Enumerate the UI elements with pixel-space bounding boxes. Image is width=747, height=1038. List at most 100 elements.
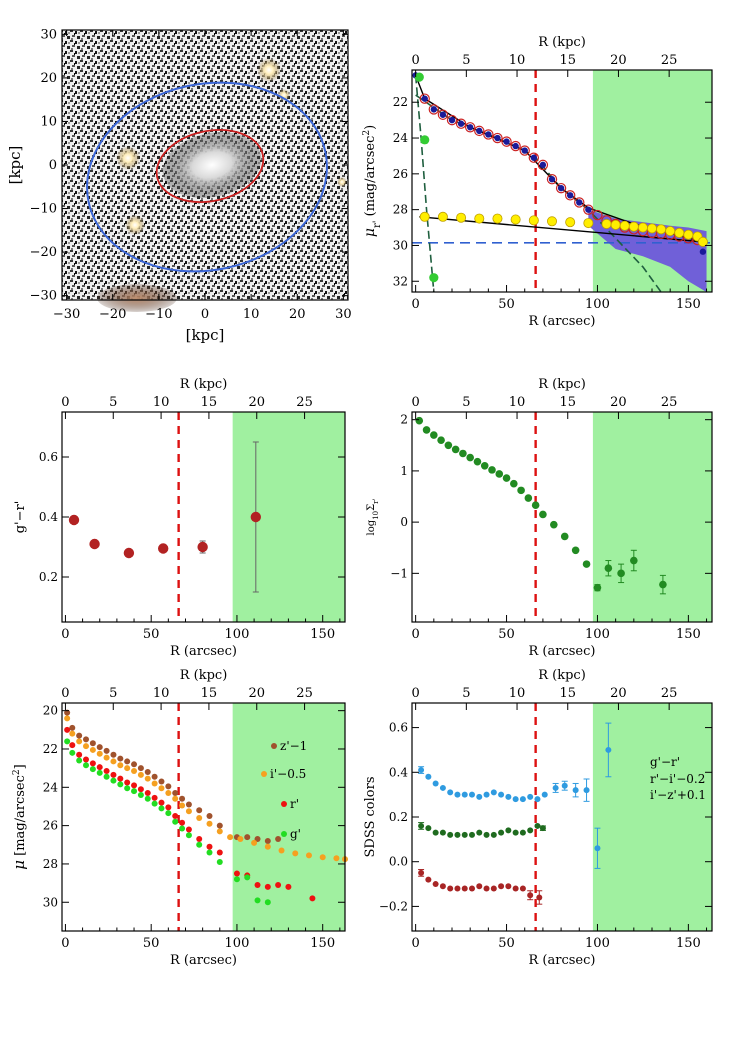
- data-point-z'−1: [206, 813, 213, 820]
- y-tick-label: 20: [43, 704, 58, 718]
- top-tick-label: 20: [610, 395, 627, 410]
- y-tick-label: 0.2: [39, 570, 58, 584]
- data-point-r': [69, 742, 76, 749]
- data-point-log-sigma: [617, 569, 625, 578]
- data-point-g'−r': [418, 767, 425, 774]
- data-point-i'−0.5: [117, 762, 124, 769]
- x-tick-label: 150: [310, 936, 335, 951]
- data-point-r'−i'−0.2: [539, 825, 546, 832]
- data-point-r'−i'−0.2: [512, 829, 519, 836]
- y-tick-label: 2: [400, 413, 408, 427]
- data-point-i'−0.5: [76, 738, 83, 745]
- top-tick-label: 25: [661, 395, 678, 410]
- ylabel-sub: r': [372, 221, 383, 229]
- top-tick-label: 15: [201, 686, 218, 701]
- data-point-log-sigma: [510, 479, 518, 488]
- top-tick-label: 20: [248, 395, 265, 410]
- y-axis-label: SDSS colors: [363, 776, 378, 857]
- data-point-r': [179, 819, 186, 826]
- data-point-log-sigma: [437, 436, 445, 444]
- legend-label-1: r'−i'−0.2: [650, 772, 705, 786]
- y-tick-label: 0.4: [39, 510, 58, 524]
- y-tick-label: 0: [400, 515, 408, 529]
- data-point-g': [131, 788, 138, 795]
- data-point-g'−r': [561, 782, 568, 789]
- legend-label-2: i'−z'+0.1: [650, 788, 706, 802]
- data-point-i'−z'+0.1: [483, 885, 490, 892]
- data-point-g'−r': [461, 791, 468, 798]
- top-tick-label: 15: [201, 395, 218, 410]
- data-point-g'−r': [583, 787, 590, 794]
- top-tick-label: 25: [661, 53, 678, 68]
- data-point-z'−1: [216, 822, 223, 829]
- x-tick-label: 0: [201, 307, 209, 322]
- data-point-log-sigma: [415, 416, 424, 425]
- data-point-r'−i'−0.2: [469, 831, 475, 838]
- ylabel-sub: 10: [372, 511, 380, 520]
- data-point-g': [83, 762, 90, 769]
- top-tick-label: 10: [153, 395, 170, 410]
- data-point-g': [76, 757, 83, 764]
- data-point-model: [439, 111, 447, 118]
- data-point-bulge: [420, 135, 430, 145]
- data-point-model: [566, 192, 574, 199]
- y-tick-label: 26: [393, 167, 408, 181]
- x-tick-label: 30: [335, 307, 352, 322]
- x-axis-label: R (arcsec): [170, 644, 237, 659]
- data-point-r': [233, 870, 240, 877]
- data-point-z'−1: [179, 795, 186, 802]
- data-point-g': [64, 738, 71, 745]
- x-tick-label: 50: [498, 627, 515, 642]
- top-tick-label: 0: [61, 686, 69, 701]
- data-point-log-sigma: [480, 461, 489, 470]
- data-point-i'−0.5: [158, 785, 165, 792]
- y-tick-label: 30: [40, 27, 57, 42]
- surface-brightness-panel: 0 50 100 150 0 5 10 15 20 25 R (kpc) 22 24 26 28 30 32 R …: [362, 35, 713, 329]
- y-tick-label: 28: [393, 203, 408, 217]
- top-tick-label: 5: [462, 53, 470, 68]
- data-point-observed: [474, 125, 485, 137]
- data-point-observed: [455, 118, 467, 129]
- x-tick-label: 0: [411, 627, 419, 642]
- data-point-i'−z'+0.1: [476, 883, 483, 890]
- data-point-i'−0.5: [110, 758, 117, 765]
- data-point-i'−0.5: [179, 802, 186, 809]
- data-point-halo: [683, 229, 694, 240]
- data-point-i'−0.5: [64, 715, 71, 722]
- data-point-log-sigma: [466, 453, 474, 462]
- legend-label-0: z'−1: [280, 739, 307, 753]
- data-point-r'−i'−0.2: [454, 831, 461, 838]
- y-axis-label-text: SDSS colors: [363, 776, 378, 857]
- top-tick-label: 20: [610, 686, 627, 701]
- data-point-r': [216, 849, 223, 856]
- data-point-halo: [437, 211, 448, 222]
- y-tick-label: 0.6: [389, 721, 408, 735]
- y-tick-label: 0.4: [389, 765, 408, 779]
- data-point-g'−r': [454, 791, 461, 798]
- plot-frame: [411, 411, 713, 623]
- data-point-i'−0.5: [196, 814, 203, 821]
- data-point-i'−z'+0.1: [527, 892, 534, 899]
- data-point-r': [185, 826, 192, 833]
- x-axis-label: R (arcsec): [529, 644, 596, 659]
- data-point-z'−1: [76, 732, 83, 739]
- data-point-r': [83, 756, 90, 763]
- data-point-halo: [601, 218, 612, 229]
- data-point-halo: [419, 211, 430, 222]
- ylabel-close: ): [363, 125, 378, 130]
- data-point-g'−r': [527, 793, 534, 800]
- data-point-model: [548, 176, 556, 183]
- data-point-observed: [464, 122, 476, 133]
- data-point-z'−1: [89, 740, 96, 747]
- green-region: [232, 703, 345, 931]
- data-point-log-sigma: [517, 486, 525, 495]
- data-point-observed: [428, 104, 440, 115]
- data-point-model: [457, 120, 465, 127]
- data-point-i'−z'+0.1: [469, 885, 475, 892]
- data-point-g': [185, 832, 192, 839]
- y-axis-label-text: μ [mag/arcsec2]: [10, 764, 28, 869]
- x-tick-label: 150: [676, 627, 701, 642]
- data-point-g'−r': [505, 793, 512, 800]
- data-point-r'−i'−0.2: [432, 829, 439, 836]
- x-tick-label: 0: [411, 297, 419, 312]
